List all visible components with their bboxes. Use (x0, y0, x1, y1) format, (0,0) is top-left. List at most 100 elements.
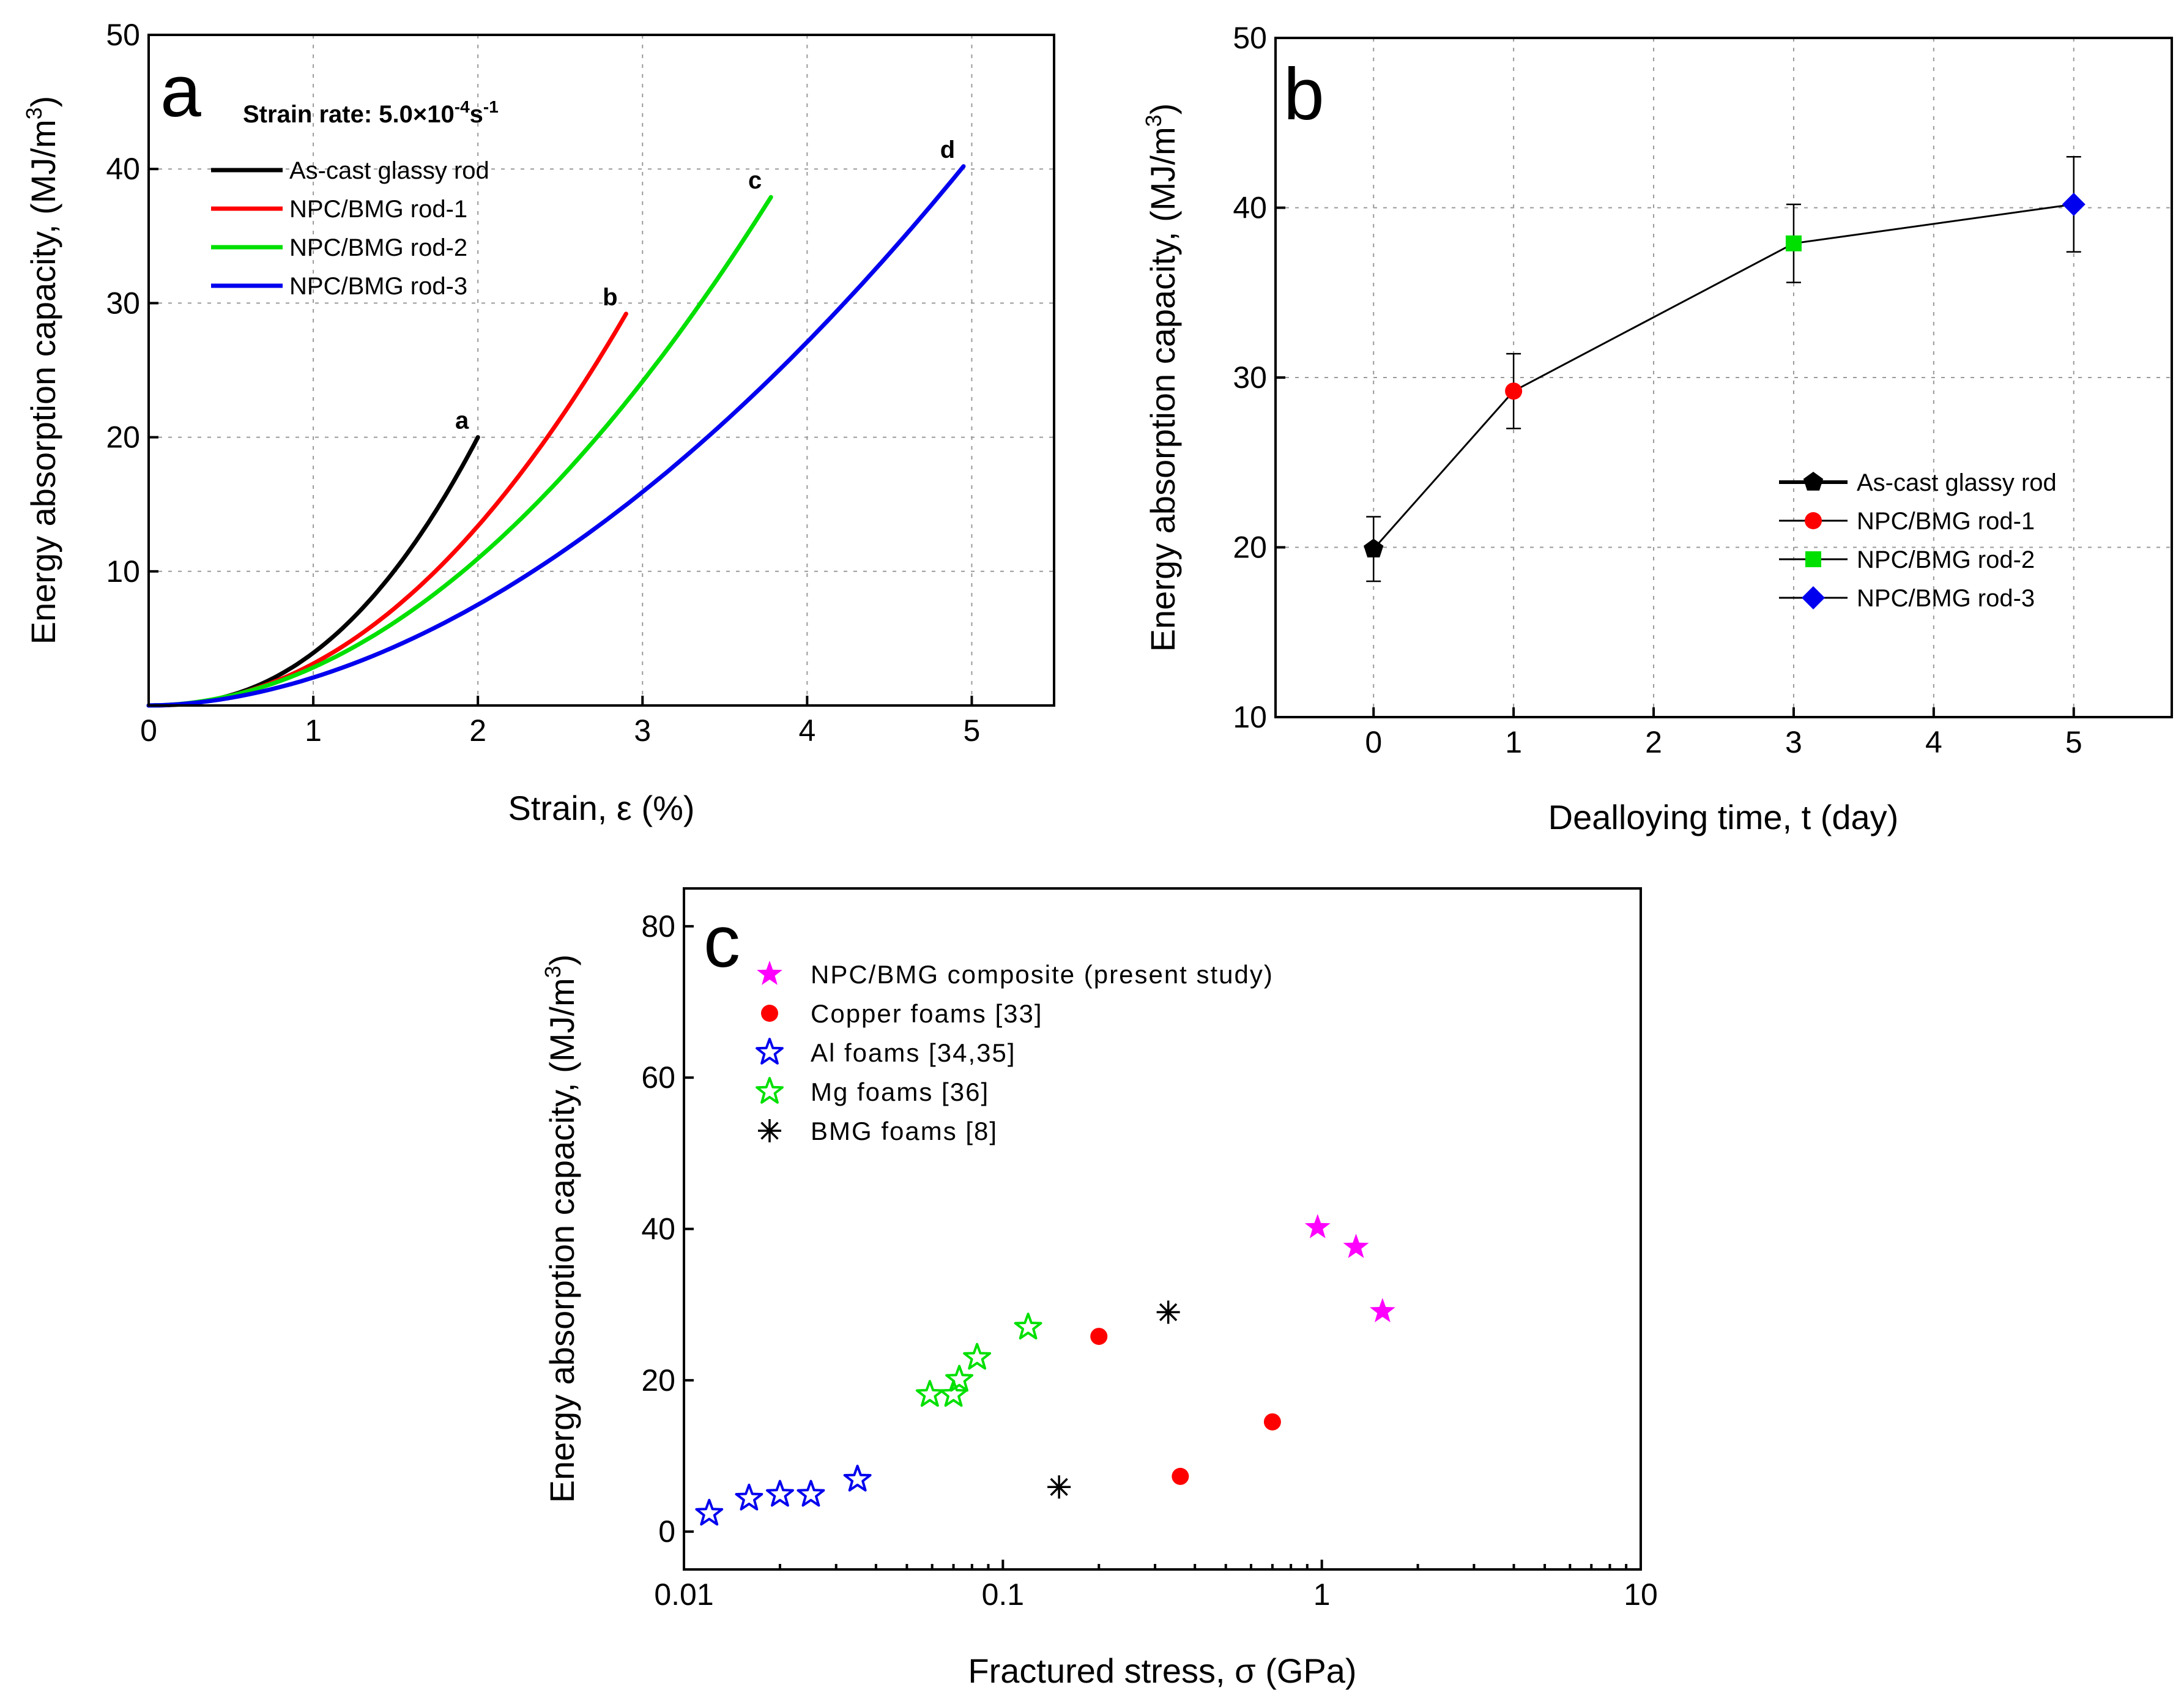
y-tick-label: 20 (1233, 530, 1267, 565)
y-tick-label: 10 (1233, 700, 1267, 734)
y-tick-label: 30 (1233, 360, 1267, 395)
y-axis-label-superscript: 3 (1141, 114, 1166, 127)
asterisk-stroke (1159, 1303, 1178, 1322)
panel-b-x-axis-label: Dealloying time, t (day) (1548, 798, 1899, 836)
scatter-point-star-filled (1370, 1298, 1395, 1323)
x-tick-label: 0 (140, 713, 157, 748)
panel-c-plot-frame (683, 887, 1642, 1571)
curve-end-label: b (603, 284, 617, 311)
scatter-point-star-open (797, 1480, 825, 1507)
y-tick-label: 30 (106, 286, 140, 320)
scatter-point-star-open (939, 1380, 968, 1407)
scatter-point-circle (1172, 1467, 1189, 1485)
x-tick-label: 5 (964, 713, 981, 748)
y-axis-label-close: ) (543, 955, 581, 966)
x-tick-label: 0 (1365, 725, 1382, 759)
panel-a-chart: 0 1 2 3 4 5 10 20 30 40 50 a b c d a Strain rate: 5.0… (21, 18, 1055, 827)
legend-label: NPC/BMG rod-1 (289, 196, 467, 223)
scatter-point-star-open (945, 1364, 973, 1392)
legend-label: NPC/BMG rod-2 (289, 234, 467, 261)
scatter-point-star-open (695, 1498, 724, 1526)
legend-label: NPC/BMG rod-2 (1857, 546, 2035, 573)
y-tick-label: 60 (641, 1060, 675, 1095)
legend-label: As-cast glassy rod (1857, 469, 2057, 496)
y-tick-label: 0 (658, 1514, 675, 1549)
y-tick-label: 80 (641, 909, 675, 944)
scatter-point-asterisk (1047, 1475, 1071, 1499)
y-tick-label: 40 (641, 1212, 675, 1246)
legend-marker-square (1805, 551, 1821, 567)
panel-b-chart: 0 1 2 3 4 5 10 20 30 40 50 b As-cast glassy rod NPC… (1141, 21, 2173, 836)
scatter-point-star-filled (1343, 1234, 1369, 1258)
legend-label: NPC/BMG rod-3 (289, 273, 467, 300)
annotation-unit: s (470, 101, 483, 128)
legend-marker-pentagon (1803, 472, 1824, 491)
y-axis-label-close: ) (1143, 103, 1182, 115)
y-tick-label: 20 (641, 1363, 675, 1398)
x-tick-label: 1 (1313, 1577, 1331, 1612)
legend-label: NPC/BMG rod-1 (1857, 508, 2035, 535)
scatter-point-star-filled (1304, 1214, 1331, 1238)
panel-c-data (695, 1214, 1395, 1526)
panel-a-x-axis-label: Strain, ε (%) (508, 789, 694, 827)
scatter-point-circle (1263, 1413, 1281, 1431)
legend-marker-circle (761, 1005, 778, 1022)
asterisk-stroke (760, 1122, 779, 1140)
panel-c-ticks: 0.01 0.1 1 10 0 20 40 60 80 (641, 909, 1657, 1612)
scatter-point-star-open (963, 1342, 992, 1370)
y-tick-label: 50 (106, 18, 140, 52)
legend-marker-diamond (1802, 586, 1825, 609)
data-point-diamond (2062, 192, 2086, 216)
scatter-point-circle (1090, 1328, 1108, 1346)
y-axis-label-text: Energy absorption capacity, (MJ/m (543, 978, 581, 1503)
data-point-pentagon (1364, 538, 1384, 557)
x-tick-label: 5 (2065, 725, 2082, 759)
y-axis-label-text: Energy absorption capacity, (MJ/m (24, 119, 62, 644)
annotation-main-text: Strain rate: 5.0×10 (243, 101, 455, 128)
panel-a-strain-rate-annotation: Strain rate: 5.0×10-4s-1 (243, 97, 499, 128)
curve-end-label: a (455, 408, 469, 434)
curve-end-label: d (940, 136, 955, 163)
x-tick-label: 0.1 (982, 1577, 1025, 1612)
asterisk-stroke (1050, 1478, 1068, 1496)
panel-a-letter: a (160, 50, 201, 132)
scatter-point-star-open (843, 1464, 872, 1492)
panel-c-x-axis-label: Fractured stress, σ (GPa) (968, 1651, 1356, 1690)
scatter-point-star-open (1014, 1312, 1042, 1340)
scatter-point-asterisk (1156, 1300, 1180, 1324)
y-tick-label: 40 (106, 152, 140, 186)
panel-b-data (1364, 156, 2086, 583)
legend-marker-circle (1805, 512, 1822, 529)
annotation-unit-exponent: -1 (483, 97, 499, 116)
y-tick-label: 40 (1233, 191, 1267, 225)
curve-c (146, 195, 773, 708)
panel-a-grid (149, 35, 1054, 705)
panel-b-legend: As-cast glassy rod NPC/BMG rod-1 NPC/BMG r… (1779, 469, 2057, 612)
y-axis-label-superscript: 3 (540, 966, 565, 978)
x-tick-label: 3 (1785, 725, 1802, 759)
legend-marker-star-open (756, 1077, 784, 1104)
panel-b-y-axis-label: Energy absorption capacity, (MJ/m3) (1141, 103, 1182, 652)
legend-marker-star-open (756, 1038, 784, 1065)
y-axis-label-text: Energy absorption capacity, (MJ/m (1143, 127, 1182, 652)
panel-b-letter: b (1283, 53, 1324, 135)
x-tick-label: 4 (1925, 725, 1942, 759)
x-tick-label: 0.01 (654, 1577, 713, 1612)
panel-a-ticks: 0 1 2 3 4 5 10 20 30 40 50 (106, 18, 980, 748)
y-axis-label-close: ) (24, 96, 62, 108)
panel-b-grid (1276, 38, 2172, 717)
dealloying-trend-line (1373, 203, 2074, 550)
legend-marker-asterisk (758, 1119, 781, 1142)
legend-label: Al foams [34,35] (811, 1038, 1016, 1067)
y-tick-label: 10 (106, 554, 140, 589)
data-point-circle (1505, 382, 1523, 400)
panel-c-letter: c (704, 901, 740, 983)
scatter-point-star-open (735, 1483, 763, 1511)
panel-a-y-axis-label: Energy absorption capacity, (MJ/m3) (21, 96, 62, 645)
panel-c-chart: 0.01 0.1 1 10 0 20 40 60 80 c NPC/BMG composite … (540, 887, 1658, 1690)
curve-d (146, 164, 966, 708)
x-tick-label: 3 (634, 713, 651, 748)
curve-b (146, 311, 628, 708)
y-tick-label: 50 (1233, 21, 1267, 55)
